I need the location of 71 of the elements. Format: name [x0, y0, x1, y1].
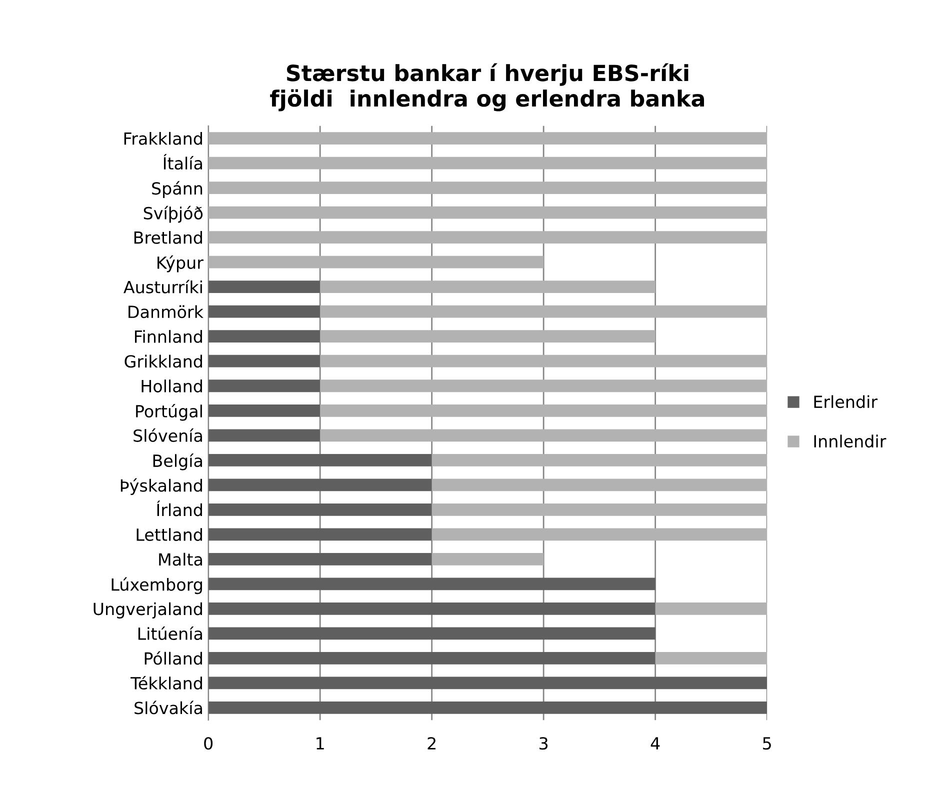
y-tick-label: Spánn [152, 181, 202, 198]
bar [208, 652, 656, 664]
x-tick-label: 2 [428, 737, 436, 750]
bar [208, 354, 320, 368]
y-tick-label: Malta [159, 552, 202, 566]
y-tick-label: Ítalía [164, 154, 202, 170]
legend-label: Innlendir [814, 434, 886, 448]
bar [208, 256, 544, 268]
bar [208, 429, 320, 442]
bar [208, 404, 320, 417]
bar [320, 305, 768, 318]
y-tick-label: Finnland [134, 330, 202, 343]
y-tick-label: Slóvenía [134, 428, 202, 442]
bar [432, 552, 544, 566]
bar [208, 182, 768, 194]
bar [320, 354, 768, 368]
bar [655, 652, 768, 664]
bar [208, 380, 320, 392]
bar [208, 627, 656, 640]
bar [432, 528, 768, 541]
bar [320, 280, 656, 294]
x-tick-label: 0 [204, 737, 213, 750]
y-tick-label: Svíþjóð [144, 206, 203, 223]
y-tick-label: Írland [157, 500, 202, 516]
y-tick-label: Holland [142, 380, 202, 392]
y-tick-label: Lettland [136, 528, 202, 541]
bar [208, 478, 432, 492]
bar [208, 132, 768, 144]
y-tick-label: Ungverjaland [94, 602, 202, 618]
bar [208, 676, 768, 690]
chart-title: Stærstu bankar í hverju EBS-ríki fjöldi innlendra og erlendra banka [270, 63, 704, 112]
bar [208, 305, 320, 318]
bar [208, 231, 768, 244]
y-tick-label: Tékkland [130, 676, 202, 690]
bar [432, 454, 768, 466]
x-tick-label: 4 [650, 737, 660, 750]
bar [208, 602, 656, 615]
y-tick-label: Litúenía [138, 626, 202, 640]
bar [208, 702, 768, 714]
x-tick-label: 5 [763, 737, 771, 750]
bar [320, 404, 768, 417]
legend-label: Erlendir [814, 395, 878, 408]
x-tick-label: 1 [316, 737, 324, 750]
bar [320, 380, 768, 392]
bar [208, 528, 432, 541]
bar [208, 206, 768, 219]
y-tick-label: Danmörk [128, 305, 204, 318]
bar [655, 602, 768, 615]
bar [208, 330, 320, 343]
x-tick-label: 3 [540, 737, 548, 750]
y-tick-label: Belgía [153, 453, 202, 470]
bar [208, 578, 656, 590]
y-tick-label: Frakkland [124, 132, 202, 145]
bar [208, 156, 768, 170]
bar [320, 330, 656, 343]
y-tick-label: Bretland [134, 231, 202, 244]
bar [208, 552, 432, 566]
bar [208, 503, 432, 516]
y-tick-label: Lúxemborg [112, 577, 202, 594]
y-tick-label: Kýpur [158, 255, 204, 272]
bar [208, 280, 320, 294]
bar [320, 429, 768, 442]
y-tick-label: Slóvakía [134, 700, 202, 714]
bar [208, 454, 432, 466]
y-tick-label: Pólland [144, 651, 202, 665]
bar [432, 503, 768, 516]
bar [432, 478, 768, 492]
y-tick-label: Þýskaland [120, 478, 202, 496]
y-tick-label: Portúgal [136, 404, 202, 421]
y-tick-label: Grikkland [124, 354, 202, 368]
y-tick-label: Austurríki [124, 280, 202, 294]
